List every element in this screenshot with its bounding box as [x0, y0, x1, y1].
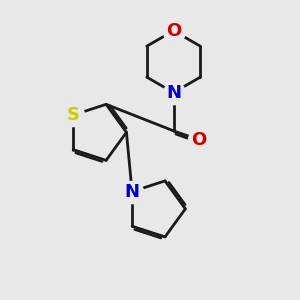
Text: S: S [67, 106, 80, 124]
Text: N: N [166, 84, 181, 102]
Text: O: O [166, 22, 181, 40]
Text: N: N [124, 183, 140, 201]
Text: O: O [191, 131, 206, 149]
